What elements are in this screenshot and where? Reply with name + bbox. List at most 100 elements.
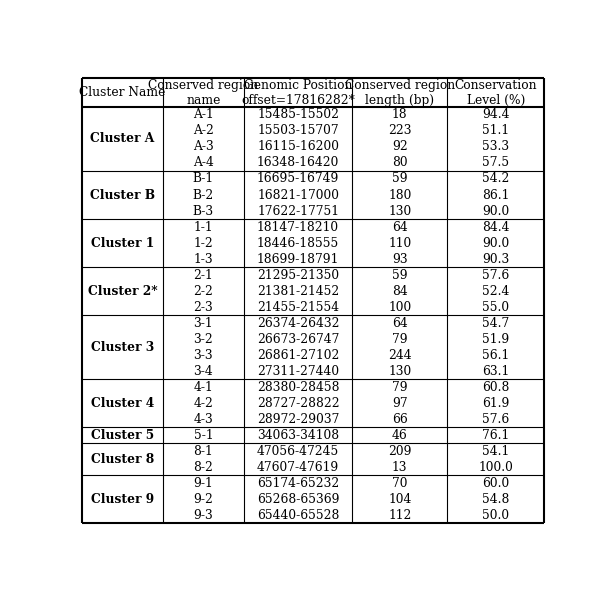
Text: Cluster 8: Cluster 8 [91, 453, 154, 466]
Text: 59: 59 [392, 172, 408, 185]
Text: B-2: B-2 [192, 188, 214, 201]
Text: 26861-27102: 26861-27102 [257, 349, 339, 362]
Text: 4-2: 4-2 [194, 397, 213, 410]
Text: 65174-65232: 65174-65232 [257, 476, 339, 489]
Text: 15503-15707: 15503-15707 [257, 125, 339, 137]
Text: 54.7: 54.7 [482, 317, 510, 330]
Text: 59: 59 [392, 268, 408, 282]
Text: Cluster 2*: Cluster 2* [88, 285, 157, 298]
Text: 57.6: 57.6 [482, 268, 510, 282]
Text: 15485-15502: 15485-15502 [257, 109, 339, 121]
Text: 90.3: 90.3 [482, 252, 510, 266]
Text: 97: 97 [392, 397, 408, 410]
Text: 26673-26747: 26673-26747 [257, 333, 339, 346]
Text: 90.0: 90.0 [482, 204, 510, 217]
Text: A-4: A-4 [193, 156, 214, 169]
Text: 1-1: 1-1 [194, 220, 213, 233]
Text: 28727-28822: 28727-28822 [257, 397, 340, 410]
Text: 28380-28458: 28380-28458 [257, 381, 339, 394]
Text: Conserved region
name: Conserved region name [148, 78, 258, 106]
Text: 54.1: 54.1 [482, 445, 510, 457]
Text: 100: 100 [388, 301, 411, 314]
Text: 61.9: 61.9 [482, 397, 510, 410]
Text: 84.4: 84.4 [482, 220, 510, 233]
Text: 65440-65528: 65440-65528 [257, 508, 339, 522]
Text: 60.0: 60.0 [482, 476, 510, 489]
Text: 3-1: 3-1 [194, 317, 213, 330]
Text: 2-1: 2-1 [194, 268, 213, 282]
Text: 13: 13 [392, 460, 408, 473]
Text: 9-3: 9-3 [194, 508, 213, 522]
Text: 79: 79 [392, 381, 408, 394]
Text: 130: 130 [388, 365, 411, 378]
Text: 110: 110 [388, 236, 411, 249]
Text: 70: 70 [392, 476, 408, 489]
Text: 51.1: 51.1 [482, 125, 509, 137]
Text: 21455-21554: 21455-21554 [257, 301, 339, 314]
Text: 86.1: 86.1 [482, 188, 510, 201]
Text: Cluster Name: Cluster Name [79, 86, 166, 99]
Text: 16115-16200: 16115-16200 [257, 140, 339, 153]
Text: 4-3: 4-3 [194, 413, 213, 426]
Text: 65268-65369: 65268-65369 [257, 492, 339, 505]
Text: Genomic Position
offset=17816282*: Genomic Position offset=17816282* [241, 78, 355, 106]
Text: A-2: A-2 [193, 125, 214, 137]
Text: 100.0: 100.0 [478, 460, 513, 473]
Text: 54.2: 54.2 [482, 172, 510, 185]
Text: 47607-47619: 47607-47619 [257, 460, 339, 473]
Text: 3-3: 3-3 [194, 349, 213, 362]
Text: 3-2: 3-2 [194, 333, 213, 346]
Text: 4-1: 4-1 [194, 381, 213, 394]
Text: 90.0: 90.0 [482, 236, 510, 249]
Text: 5-1: 5-1 [194, 429, 213, 441]
Text: A-1: A-1 [193, 109, 214, 121]
Text: 64: 64 [392, 317, 408, 330]
Text: 130: 130 [388, 204, 411, 217]
Text: B-3: B-3 [193, 204, 214, 217]
Text: 56.1: 56.1 [482, 349, 510, 362]
Text: 66: 66 [392, 413, 408, 426]
Text: 51.9: 51.9 [482, 333, 510, 346]
Text: Cluster 5: Cluster 5 [91, 429, 154, 441]
Text: 9-2: 9-2 [194, 492, 213, 505]
Text: Cluster 3: Cluster 3 [91, 340, 154, 353]
Text: 47056-47245: 47056-47245 [257, 445, 339, 457]
Text: 63.1: 63.1 [482, 365, 510, 378]
Text: 18699-18791: 18699-18791 [257, 252, 339, 266]
Text: 57.5: 57.5 [482, 156, 509, 169]
Text: 8-2: 8-2 [194, 460, 213, 473]
Text: 18147-18210: 18147-18210 [257, 220, 339, 233]
Text: Cluster 4: Cluster 4 [91, 397, 154, 410]
Text: 55.0: 55.0 [482, 301, 509, 314]
Text: 16348-16420: 16348-16420 [257, 156, 339, 169]
Text: 80: 80 [392, 156, 408, 169]
Text: 244: 244 [388, 349, 412, 362]
Text: 104: 104 [388, 492, 411, 505]
Text: Conserved region
length (bp): Conserved region length (bp) [345, 78, 455, 106]
Text: 8-1: 8-1 [194, 445, 213, 457]
Text: 223: 223 [388, 125, 412, 137]
Text: 26374-26432: 26374-26432 [257, 317, 339, 330]
Text: B-1: B-1 [193, 172, 214, 185]
Text: 79: 79 [392, 333, 408, 346]
Text: 34063-34108: 34063-34108 [257, 429, 339, 441]
Text: 50.0: 50.0 [482, 508, 509, 522]
Text: A-3: A-3 [193, 140, 214, 153]
Text: 3-4: 3-4 [194, 365, 213, 378]
Text: 57.6: 57.6 [482, 413, 510, 426]
Text: 21295-21350: 21295-21350 [257, 268, 339, 282]
Text: 28972-29037: 28972-29037 [257, 413, 339, 426]
Text: 1-2: 1-2 [194, 236, 213, 249]
Text: 64: 64 [392, 220, 408, 233]
Text: 18: 18 [392, 109, 408, 121]
Text: Conservation
Level (%): Conservation Level (%) [455, 78, 537, 106]
Text: 94.4: 94.4 [482, 109, 510, 121]
Text: Cluster 1: Cluster 1 [91, 236, 154, 249]
Text: 76.1: 76.1 [482, 429, 510, 441]
Text: 93: 93 [392, 252, 408, 266]
Text: 54.8: 54.8 [482, 492, 510, 505]
Text: 84: 84 [392, 285, 408, 298]
Text: 16695-16749: 16695-16749 [257, 172, 339, 185]
Text: 53.3: 53.3 [482, 140, 509, 153]
Text: Cluster A: Cluster A [90, 132, 155, 146]
